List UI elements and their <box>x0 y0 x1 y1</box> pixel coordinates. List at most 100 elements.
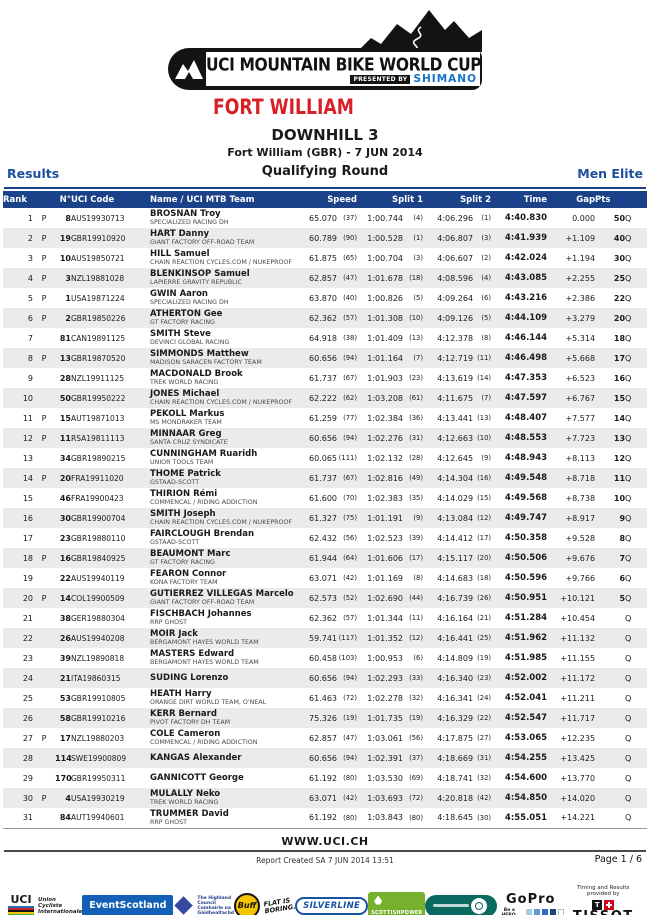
cell-split2: 4:16.341 <box>437 693 474 703</box>
cell-split1: 1:01.169 <box>367 573 404 583</box>
cell-speed: 60.656 <box>309 673 337 683</box>
cell-protected: P <box>41 273 47 283</box>
cell-time: 4:47.597 <box>504 393 548 403</box>
cell-speed: 63.071 <box>309 573 337 583</box>
venue-name: FORT WILLIAM <box>213 95 354 119</box>
cell-rider: CUNNINGHAM Ruaridh UNIOR TOOLS TEAM <box>150 448 287 468</box>
cell-split2: 4:06.607 <box>437 253 474 263</box>
cell-rider: THOME Patrick GSTAAD-SCOTT <box>150 468 287 488</box>
cell-split1-rank: (12) <box>409 634 424 642</box>
cell-rank: 12 <box>22 433 33 443</box>
category-label: Men Elite <box>577 166 643 181</box>
cell-uci-code: USA19930219 <box>71 793 125 803</box>
cell-split1: 1:01.606 <box>367 553 404 563</box>
cell-speed-rank: (57) <box>343 314 358 322</box>
cell-speed: 61.192 <box>309 813 337 823</box>
cell-time: 4:48.407 <box>504 413 548 423</box>
cell-gap: +5.668 <box>565 353 596 363</box>
cell-speed-rank: (117) <box>338 634 358 642</box>
cell-speed: 62.222 <box>309 393 337 403</box>
cell-protected: P <box>41 733 47 743</box>
cell-split1-rank: (19) <box>409 714 424 722</box>
cell-split2: 4:16.340 <box>437 673 474 683</box>
cell-split2: 4:13.619 <box>437 373 474 383</box>
eventscotland-logo: EventScotland <box>82 895 174 915</box>
cell-rider: SIMMONDS Matthew MADISON SARACEN FACTORY… <box>150 348 287 368</box>
cell-split1: 1:02.816 <box>367 473 404 483</box>
cell-protected: P <box>41 253 47 263</box>
cell-uci-code: AUS19930713 <box>71 213 125 223</box>
cell-split2: 4:08.596 <box>437 273 474 283</box>
cell-bib-number: 20 <box>59 473 71 483</box>
cell-split2: 4:12.645 <box>437 453 474 463</box>
cell-split2-rank: (12) <box>477 514 492 522</box>
cell-split1-rank: (3) <box>413 254 424 262</box>
cell-speed-rank: (42) <box>343 574 358 582</box>
cell-split2-rank: (6) <box>481 294 492 302</box>
cell-split1-rank: (39) <box>409 534 424 542</box>
cell-split2-rank: (4) <box>481 274 492 282</box>
cell-time: 4:52.041 <box>504 693 548 703</box>
cell-qualified-flag: Q <box>625 553 632 563</box>
cell-time: 4:48.943 <box>504 453 548 463</box>
cell-speed-rank: (67) <box>343 474 358 482</box>
cell-speed: 61.944 <box>309 553 337 563</box>
table-row: 10 50 GBR19950222 JONES Michael CHAIN RE… <box>3 388 648 408</box>
cell-uci-code: GBR19910805 <box>71 693 126 703</box>
cell-split1: 1:00.528 <box>367 233 404 243</box>
round-title: Qualifying Round <box>261 164 389 179</box>
cell-time: 4:44.109 <box>504 313 548 323</box>
cell-qualified-flag: Q <box>625 573 632 583</box>
cell-bib-number: 26 <box>59 633 71 643</box>
cell-split1: 1:01.409 <box>367 333 404 343</box>
cell-speed-rank: (65) <box>343 254 358 262</box>
rider-name: FAIRCLOUGH Brendan <box>150 529 255 539</box>
cell-protected <box>33 708 55 728</box>
cell-split1: 1:01.352 <box>367 633 404 643</box>
cell-bib-number: 22 <box>59 573 71 583</box>
cell-split2-rank: (14) <box>477 374 492 382</box>
cell-time: 4:46.498 <box>504 353 548 363</box>
cell-gap: +7.723 <box>565 433 596 443</box>
mountain-biking-scotland-logo <box>425 894 497 915</box>
cell-split2-rank: (42) <box>477 794 492 802</box>
cell-split1: 1:02.690 <box>367 593 404 603</box>
table-row: 28 114 SWE19900809 KANGAS Alexander 60.6… <box>3 748 648 768</box>
gopro-wordmark: GoPro <box>505 891 556 907</box>
cell-gap: +11.211 <box>560 693 596 703</box>
cell-gap: +11.172 <box>560 673 596 683</box>
cell-split2-rank: (3) <box>481 234 492 242</box>
cell-speed-rank: (80) <box>343 813 358 822</box>
cell-split2-rank: (16) <box>477 474 492 482</box>
cell-gap: +10.454 <box>560 613 596 623</box>
tissot-wordmark: TISSOT <box>564 910 642 915</box>
rider-name: MACDONALD Brook <box>150 369 243 379</box>
cell-rank: 18 <box>22 553 33 563</box>
cell-uci-code: AUT19940601 <box>71 813 125 823</box>
col-header-uci-code: UCI Code <box>71 194 115 205</box>
rider-name: PEKOLL Markus <box>150 409 225 419</box>
cell-uci-code: GBR19950311 <box>71 773 126 783</box>
cell-speed: 60.656 <box>309 353 337 363</box>
table-row: 14 P 20 FRA19911020 THOME Patrick GSTAAD… <box>3 468 648 488</box>
cell-qualified-flag: Q <box>625 773 632 783</box>
cell-bib-number: 3 <box>65 273 71 283</box>
cell-bib-number: 15 <box>59 413 71 423</box>
cell-uci-code: NZL19880203 <box>71 733 125 743</box>
cell-time: 4:52.002 <box>504 673 548 683</box>
cell-split2: 4:16.739 <box>437 593 474 603</box>
cell-rank: 21 <box>22 613 33 623</box>
cell-split1: 1:03.530 <box>367 773 404 783</box>
col-header-bib: N° <box>59 194 71 205</box>
table-row: 18 P 16 GBR19840925 BEAUMONT Marc GT FAC… <box>3 548 648 568</box>
cell-rank: 22 <box>22 633 33 643</box>
cell-points: 25 <box>613 273 626 283</box>
cell-points: 9 <box>619 513 626 523</box>
rider-name: COLE Cameron <box>150 729 221 739</box>
cell-speed: 60.789 <box>309 233 337 243</box>
cell-split2: 4:12.663 <box>437 433 474 443</box>
cell-gap: +1.109 <box>565 233 596 243</box>
cell-protected <box>33 328 55 348</box>
page-number: Page 1 / 6 <box>594 853 642 865</box>
